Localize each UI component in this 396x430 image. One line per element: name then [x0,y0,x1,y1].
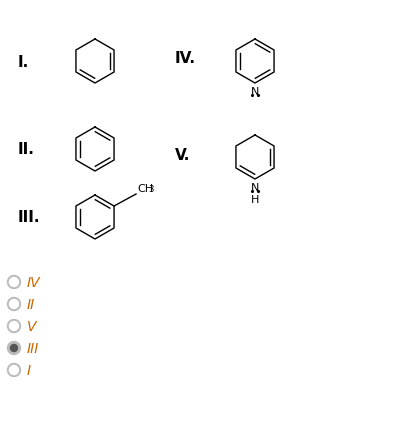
Circle shape [10,322,19,331]
Text: III.: III. [18,210,40,225]
Text: III: III [27,341,39,355]
Circle shape [8,364,21,377]
Circle shape [10,278,19,287]
Circle shape [8,276,21,289]
Circle shape [8,320,21,333]
Text: II: II [27,297,35,311]
Text: I.: I. [18,54,29,69]
Circle shape [8,342,21,355]
Text: V: V [27,319,36,333]
Text: IV.: IV. [175,50,196,65]
Circle shape [8,298,21,311]
Text: H: H [251,194,259,205]
Text: CH: CH [137,184,153,194]
Circle shape [11,345,17,352]
Text: 3: 3 [148,184,153,194]
Circle shape [10,300,19,309]
Circle shape [10,366,19,375]
Text: V.: V. [175,147,190,162]
Text: N: N [251,183,259,193]
Text: IV: IV [27,275,41,289]
Text: N: N [251,87,259,97]
Text: I: I [27,363,31,377]
Text: II.: II. [18,142,35,157]
